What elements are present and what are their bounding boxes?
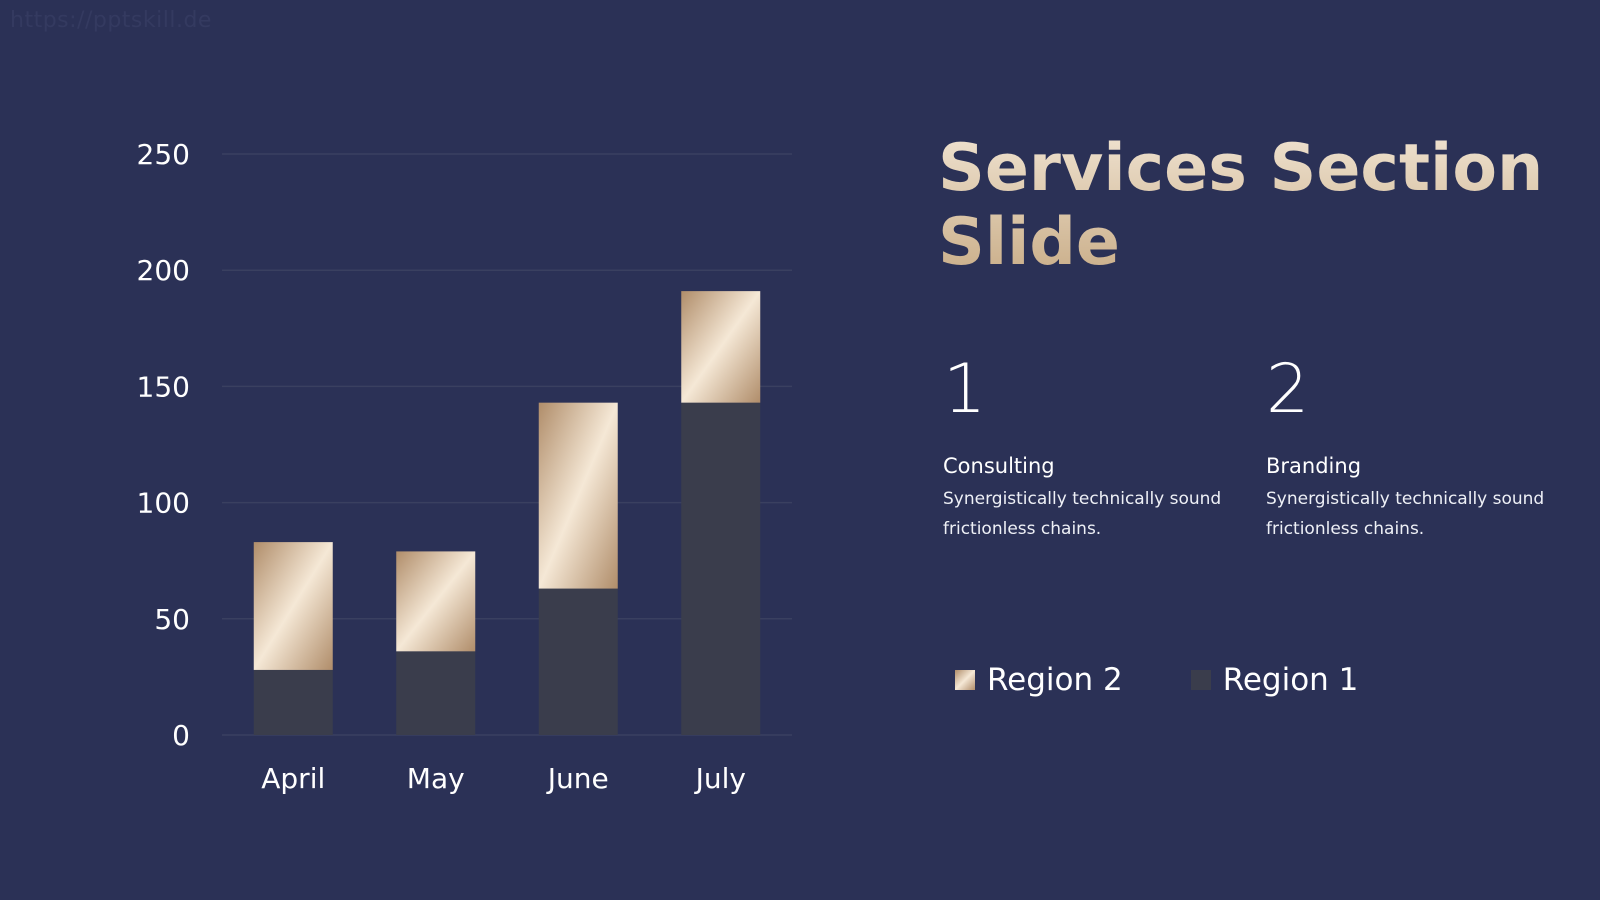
bar-region-2-may — [396, 551, 476, 652]
y-tick-label: 100 — [137, 487, 190, 520]
y-tick-label: 200 — [137, 254, 190, 287]
chart-canvas: 0 50 100 150 200 250 April May June July — [137, 138, 792, 795]
bar-region-1-july — [681, 402, 761, 735]
x-tick-label: April — [261, 762, 325, 795]
legend-label: Region 1 — [1222, 662, 1359, 698]
stacked-bar-chart: 0 50 100 150 200 250 April May June July — [137, 138, 792, 795]
legend-swatch-region-1 — [1190, 670, 1211, 690]
watermark: https://pptskill.de — [10, 8, 212, 33]
y-tick-label: 250 — [137, 138, 190, 171]
y-tick-label: 0 — [172, 719, 190, 752]
y-tick-label: 150 — [137, 370, 190, 403]
bar-region-1-april — [253, 669, 333, 735]
y-tick-label: 50 — [154, 603, 190, 636]
service-number: 2 — [1266, 350, 1310, 429]
service-name: Consulting — [943, 454, 1055, 478]
service-name: Branding — [1266, 454, 1362, 478]
x-tick-label: July — [694, 762, 746, 795]
service-item-consulting: 1 Consulting Synergistically technically… — [943, 350, 1233, 544]
service-item-branding: 2 Branding Synergistically technically s… — [1266, 350, 1556, 544]
bar-region-2-july — [681, 291, 761, 403]
legend-item-region-2: Region 2 — [955, 662, 1123, 698]
legend-label: Region 2 — [987, 662, 1123, 698]
x-tick-label: May — [407, 762, 465, 795]
service-number: 1 — [943, 350, 987, 429]
legend-swatch-region-2 — [955, 670, 975, 690]
bar-region-2-june — [538, 402, 618, 589]
service-description: Synergistically technically sound fricti… — [943, 489, 1222, 539]
bar-region-1-may — [396, 651, 476, 735]
chart-legend: Region 2 Region 1 — [955, 662, 1358, 698]
service-description: Synergistically technically sound fricti… — [1266, 489, 1545, 539]
legend-item-region-1: Region 1 — [1190, 662, 1359, 698]
bar-region-2-april — [253, 542, 333, 670]
bar-region-1-june — [538, 588, 618, 735]
x-tick-label: June — [546, 762, 609, 795]
slide-title: Services Section Slide — [938, 132, 1558, 280]
